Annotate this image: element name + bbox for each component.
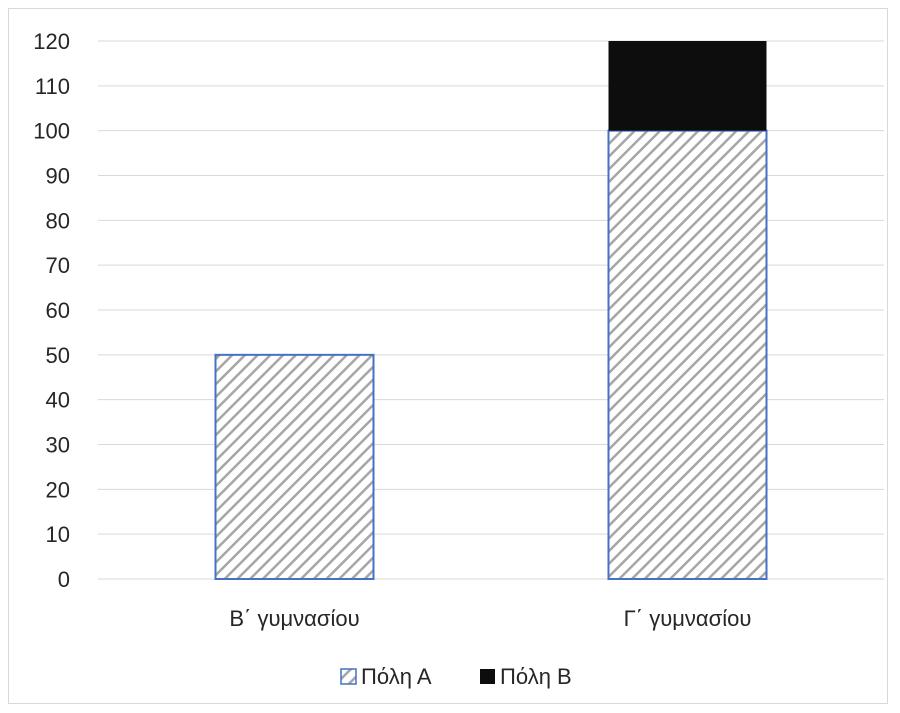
y-tick-label: 100 <box>33 119 70 144</box>
legend-label: Πόλη Β <box>500 664 572 689</box>
x-category-label: Γ΄ γυμνασίου <box>624 606 752 631</box>
y-tick-label: 0 <box>58 567 70 592</box>
y-tick-label: 70 <box>46 253 70 278</box>
bars <box>214 41 768 581</box>
legend-swatch <box>480 669 495 684</box>
y-tick-label: 10 <box>46 522 70 547</box>
y-tick-label: 90 <box>46 164 70 189</box>
y-tick-label: 60 <box>46 298 70 323</box>
y-tick-label: 40 <box>46 388 70 413</box>
legend: Πόλη Α Πόλη Β <box>340 664 572 689</box>
y-tick-label: 50 <box>46 343 70 368</box>
y-tick-label: 120 <box>33 29 70 54</box>
x-axis-categories: Β΄ γυμνασίου Γ΄ γυμνασίου <box>229 606 751 631</box>
y-tick-label: 110 <box>35 74 70 99</box>
y-tick-label: 80 <box>46 208 70 233</box>
y-axis-ticks: 0 10 20 30 40 50 60 70 80 90 100 110 120 <box>33 29 70 592</box>
legend-swatch <box>340 668 357 685</box>
y-tick-label: 20 <box>46 477 70 502</box>
y-tick-label: 30 <box>46 433 70 458</box>
bar-segment <box>608 41 767 131</box>
legend-label: Πόλη Α <box>361 664 432 689</box>
bar-segment <box>214 353 375 581</box>
bar-segment <box>607 129 768 581</box>
x-category-label: Β΄ γυμνασίου <box>229 606 359 631</box>
